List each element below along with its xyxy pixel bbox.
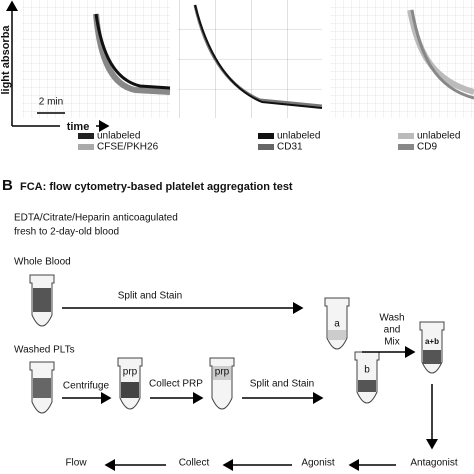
note: fresh to 2-day-old blood xyxy=(14,227,119,238)
tube-label: a xyxy=(334,319,340,330)
step-label: Split and Stain xyxy=(250,379,315,390)
tube-label: a+b xyxy=(425,337,439,346)
panel-title: FCA: flow cytometry-based platelet aggre… xyxy=(20,181,293,193)
legend-text: CD9 xyxy=(417,142,437,153)
tube-content xyxy=(423,350,441,364)
legend-text: unlabeled xyxy=(417,131,460,142)
y-label: light absorba xyxy=(0,25,12,95)
trace xyxy=(94,13,171,90)
tube xyxy=(209,357,235,410)
tube xyxy=(419,321,445,374)
tube xyxy=(354,351,380,404)
tube-content xyxy=(33,378,51,398)
panel-letter: B xyxy=(2,177,13,194)
tube-content xyxy=(328,330,346,340)
legend-text: unlabeled xyxy=(277,131,320,142)
step-label: Split and Stain xyxy=(118,291,183,302)
trace xyxy=(410,9,474,100)
legend-swatch xyxy=(398,133,414,139)
tube-content xyxy=(213,366,231,380)
step-label: Antagonist xyxy=(410,458,457,469)
label: Whole Blood xyxy=(14,257,71,268)
legend-swatch xyxy=(398,144,414,150)
step-label: Mix xyxy=(384,337,400,348)
note: EDTA/Citrate/Heparin anticoagulated xyxy=(14,213,178,224)
step-label: Collect xyxy=(179,458,210,469)
legend-swatch xyxy=(258,144,274,150)
label: Washed PLTs xyxy=(14,345,75,356)
tube-label: b xyxy=(364,365,370,376)
trace xyxy=(194,4,323,109)
legend-swatch xyxy=(78,144,94,150)
tube-label: prp xyxy=(123,367,138,378)
step-label: Agonist xyxy=(301,458,335,469)
step-label: Collect PRP xyxy=(149,379,203,390)
tube-content xyxy=(358,380,376,392)
tube-label: prp xyxy=(215,367,230,378)
legend-swatch xyxy=(258,133,274,139)
step-label: Centrifuge xyxy=(63,381,110,392)
x-label: time xyxy=(67,121,90,133)
scale-label: 2 min xyxy=(39,97,63,108)
legend-text: unlabeled xyxy=(97,131,140,142)
step-label: Flow xyxy=(65,458,87,469)
tube-content xyxy=(121,382,139,398)
tube-content xyxy=(33,288,51,312)
plot-grid xyxy=(330,0,474,118)
legend-text: CFSE/PKH26 xyxy=(97,142,159,153)
step-label: and xyxy=(384,325,401,336)
step-label: Wash xyxy=(379,313,404,324)
legend-swatch xyxy=(78,133,94,139)
legend-text: CD31 xyxy=(277,142,303,153)
plot-grid xyxy=(178,0,322,118)
